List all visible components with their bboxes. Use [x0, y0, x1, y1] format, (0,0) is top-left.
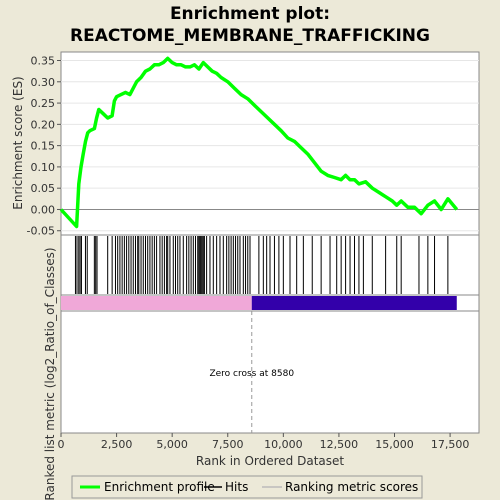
- x-tick-label: 0: [58, 438, 65, 451]
- x-tick-label: 17,500: [431, 438, 470, 451]
- legend-profile-label: Enrichment profile: [104, 480, 215, 494]
- x-tick-label: 7,500: [212, 438, 244, 451]
- es-y-tick-label: 0.00: [31, 203, 56, 216]
- hit-markers: [74, 236, 449, 294]
- es-panel-background: [60, 51, 480, 236]
- es-y-tick-label: 0.15: [31, 140, 56, 153]
- legend-box: [71, 475, 423, 499]
- chart-title-line2: REACTOME_MEMBRANE_TRAFFICKING: [70, 26, 430, 46]
- es-y-tick-label: -0.05: [27, 225, 55, 238]
- chart-title-line1: Enrichment plot:: [170, 4, 330, 24]
- metric-panel-background: [60, 310, 480, 434]
- es-y-axis-label: Enrichment score (ES): [11, 76, 25, 209]
- x-tick-label: 5,000: [156, 438, 188, 451]
- x-tick-label: 12,500: [320, 438, 359, 451]
- es-y-ticks: -0.05 0.00 0.05 0.10 0.15 0.20 0.25 0.30 0.35: [27, 55, 61, 238]
- es-y-tick-label: 0.30: [31, 76, 56, 89]
- es-y-tick-label: 0.05: [31, 182, 56, 195]
- es-y-tick-label: 0.25: [31, 97, 56, 110]
- enrichment-profile-line: [59, 56, 459, 229]
- legend-hits-label: Hits: [225, 480, 248, 494]
- negative-metric-bar: [251, 296, 457, 310]
- es-y-tick-label: 0.20: [31, 118, 56, 131]
- x-tick-label: 10,000: [264, 438, 303, 451]
- x-ticks: 0 2,500 5,000 7,500 10,000 12,500 15,000 17,500: [58, 433, 470, 451]
- es-y-tick-label: 0.35: [31, 55, 56, 68]
- metric-y-axis-label: Ranked list metric (log2_Ratio_of_Classe…: [43, 247, 57, 500]
- x-axis-label: Rank in Ordered Dataset: [196, 454, 344, 468]
- x-tick-label: 2,500: [101, 438, 133, 451]
- x-tick-label: 15,000: [375, 438, 414, 451]
- legend-metric-label: Ranking metric scores: [285, 480, 418, 494]
- zero-cross-annotation: Zero cross at 8580: [209, 369, 294, 379]
- positive-metric-bar: [61, 296, 252, 310]
- es-y-tick-label: 0.10: [31, 161, 56, 174]
